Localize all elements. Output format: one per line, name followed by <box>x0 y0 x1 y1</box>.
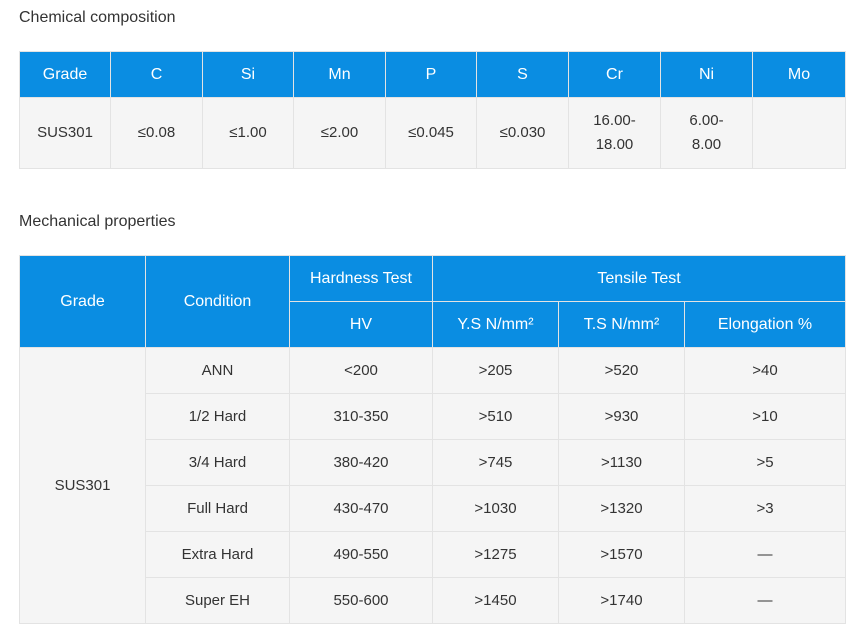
table-header-row: Grade Condition Hardness Test Tensile Te… <box>19 255 847 348</box>
cell-cr: 16.00- 18.00 <box>568 97 661 169</box>
header-cr: Cr <box>568 51 661 98</box>
table-row: SUS301 ANN <200 >205 >520 >40 <box>19 347 847 624</box>
cell-hv: 310-350 <box>289 393 433 440</box>
header-c: C <box>110 51 203 98</box>
cell-ys: >1275 <box>432 531 559 578</box>
table-row: 3/4 Hard 380-420 >745 >1130 >5 <box>20 439 847 486</box>
cell-condition: Full Hard <box>145 485 290 532</box>
cell-condition: Super EH <box>145 577 290 624</box>
cell-p: ≤0.045 <box>385 97 477 169</box>
cell-ys: >510 <box>432 393 559 440</box>
header-grade: Grade <box>19 255 146 348</box>
cell-condition: Extra Hard <box>145 531 290 578</box>
header-mn: Mn <box>293 51 386 98</box>
cell-mn: ≤2.00 <box>293 97 386 169</box>
cell-hv: 550-600 <box>289 577 433 624</box>
chemical-composition-table: Grade C Si Mn P S Cr Ni Mo SUS301 ≤0.08 … <box>19 51 846 169</box>
header-ys: Y.S N/mm² <box>432 301 559 348</box>
cell-s: ≤0.030 <box>476 97 569 169</box>
cell-hv: 430-470 <box>289 485 433 532</box>
header-p: P <box>385 51 477 98</box>
cell-elongation: >40 <box>683 347 847 394</box>
cell-mo <box>752 97 846 169</box>
cell-ys: >745 <box>432 439 559 486</box>
header-elongation: Elongation % <box>683 301 847 348</box>
table-row: 1/2 Hard 310-350 >510 >930 >10 <box>20 393 847 440</box>
header-ts: T.S N/mm² <box>558 301 685 348</box>
cell-elongation: — <box>683 531 847 578</box>
table-row: Full Hard 430-470 >1030 >1320 >3 <box>20 485 847 532</box>
table-row: SUS301 ≤0.08 ≤1.00 ≤2.00 ≤0.045 ≤0.030 1… <box>19 97 846 169</box>
cell-ts: >1570 <box>558 531 685 578</box>
cell-hv: 490-550 <box>289 531 433 578</box>
cell-condition: ANN <box>145 347 290 394</box>
mechanical-properties-table: Grade Condition Hardness Test Tensile Te… <box>19 255 847 624</box>
cell-ts: >930 <box>558 393 685 440</box>
cell-grade: SUS301 <box>19 97 111 169</box>
cell-ts: >1130 <box>558 439 685 486</box>
header-tensile-test: Tensile Test <box>431 255 847 302</box>
cell-elongation: >5 <box>683 439 847 486</box>
cell-grade: SUS301 <box>19 347 146 624</box>
cell-elongation: >3 <box>683 485 847 532</box>
cell-condition: 3/4 Hard <box>145 439 290 486</box>
cell-ys: >1030 <box>432 485 559 532</box>
cell-ts: >1320 <box>558 485 685 532</box>
table-header-row: Grade C Si Mn P S Cr Ni Mo <box>19 51 846 98</box>
cell-c: ≤0.08 <box>110 97 203 169</box>
cell-hv: 380-420 <box>289 439 433 486</box>
header-condition: Condition <box>145 255 290 348</box>
header-ni: Ni <box>660 51 753 98</box>
chemical-composition-title: Chemical composition <box>19 9 176 26</box>
cell-elongation: >10 <box>683 393 847 440</box>
table-subheader-row: HV Y.S N/mm² T.S N/mm² Elongation % <box>20 301 847 348</box>
cell-ts: >1740 <box>558 577 685 624</box>
header-hardness-test: Hardness Test <box>289 255 433 302</box>
cell-ys: >1450 <box>432 577 559 624</box>
table-row: Extra Hard 490-550 >1275 >1570 — <box>20 531 847 578</box>
cell-ys: >205 <box>432 347 559 394</box>
header-hv: HV <box>289 301 433 348</box>
cell-elongation: — <box>683 577 847 624</box>
mechanical-properties-title: Mechanical properties <box>19 213 176 230</box>
cell-si: ≤1.00 <box>202 97 294 169</box>
cell-hv: <200 <box>289 347 433 394</box>
cell-ts: >520 <box>558 347 685 394</box>
cell-ni: 6.00- 8.00 <box>660 97 753 169</box>
table-row: Super EH 550-600 >1450 >1740 — <box>20 577 847 624</box>
header-si: Si <box>202 51 294 98</box>
header-mo: Mo <box>752 51 846 98</box>
header-s: S <box>476 51 569 98</box>
header-grade: Grade <box>19 51 111 98</box>
cell-condition: 1/2 Hard <box>145 393 290 440</box>
